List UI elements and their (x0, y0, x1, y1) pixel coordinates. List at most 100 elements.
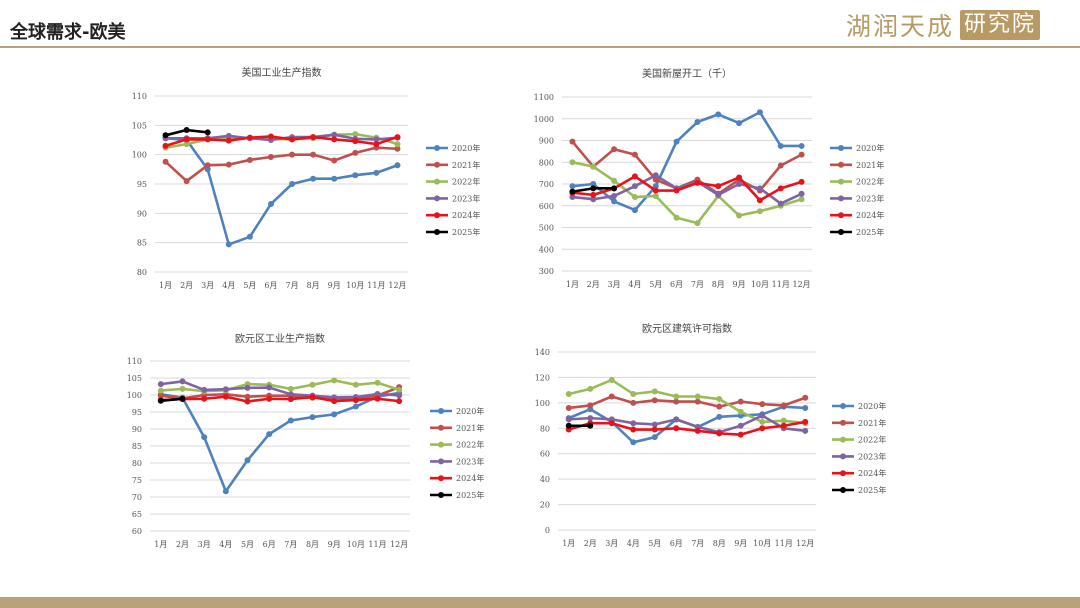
data-point (631, 207, 638, 214)
x-tick-label: 7月 (691, 280, 704, 289)
data-point (569, 194, 576, 201)
x-tick-label: 8月 (307, 281, 320, 290)
data-point (204, 129, 211, 136)
legend-swatch-marker (434, 145, 440, 151)
data-point (737, 408, 744, 415)
data-point (652, 192, 659, 199)
data-point (352, 381, 359, 388)
x-tick-label: 9月 (734, 539, 747, 548)
data-point (287, 396, 294, 403)
data-point (756, 109, 763, 116)
legend-item: 2025年 (830, 227, 884, 237)
x-tick-label: 6月 (264, 281, 277, 290)
data-point (611, 185, 618, 192)
legend-swatch-marker (838, 212, 844, 219)
data-point (630, 426, 637, 433)
chart-title: 美国工业生产指数 (242, 66, 322, 79)
data-point (673, 138, 680, 145)
data-point (737, 422, 744, 429)
footer-bar (0, 597, 1080, 608)
data-point (331, 157, 338, 164)
data-point (736, 120, 743, 127)
data-point (246, 156, 253, 163)
data-point (611, 146, 618, 153)
x-tick-label: 11月 (367, 281, 385, 290)
data-point (183, 178, 190, 185)
x-tick-label: 12月 (796, 539, 814, 548)
legend-item: 2020年 (832, 401, 886, 411)
data-point (222, 393, 229, 400)
data-point (244, 384, 251, 391)
x-tick-label: 5月 (648, 539, 661, 548)
data-point (183, 141, 190, 148)
series-line (568, 414, 806, 434)
data-point (352, 138, 359, 145)
data-point (287, 385, 294, 392)
legend-item: 2023年 (830, 193, 884, 203)
legend-label: 2025年 (452, 227, 480, 237)
data-point (802, 394, 809, 401)
x-tick-label: 4月 (628, 280, 641, 289)
data-point (157, 381, 164, 388)
y-tick-label: 60 (540, 450, 550, 459)
y-tick-label: 110 (132, 92, 147, 101)
x-tick-label: 3月 (608, 280, 621, 289)
y-tick-label: 700 (539, 180, 554, 189)
data-point (631, 151, 638, 158)
data-point (716, 403, 723, 410)
data-point (715, 183, 722, 190)
data-point (673, 187, 680, 194)
x-tick-label: 11月 (772, 280, 790, 289)
data-point (201, 386, 208, 393)
data-point (246, 233, 253, 240)
legend-item: 2021年 (430, 423, 484, 433)
legend-label: 2022年 (456, 440, 484, 450)
legend-label: 2023年 (456, 456, 484, 466)
y-tick-label: 95 (132, 408, 142, 417)
x-tick-label: 5月 (243, 281, 256, 290)
x-tick-label: 12月 (390, 540, 408, 549)
data-point (652, 187, 659, 194)
data-point (374, 395, 381, 402)
data-point (694, 119, 701, 126)
data-point (694, 393, 701, 400)
data-point (396, 398, 403, 405)
y-tick-label: 110 (127, 357, 142, 366)
legend-swatch-marker (840, 403, 846, 409)
data-point (777, 142, 784, 149)
y-tick-label: 400 (539, 245, 554, 254)
legend-label: 2023年 (452, 193, 480, 203)
data-point (651, 421, 658, 428)
x-tick-label: 11月 (775, 539, 793, 548)
data-point (266, 395, 273, 402)
data-point (590, 181, 597, 187)
series-line (165, 136, 398, 246)
data-point (611, 198, 618, 205)
data-point (759, 418, 766, 425)
data-point (652, 176, 659, 183)
legend-item: 2025年 (430, 490, 484, 500)
x-tick-label: 10月 (347, 540, 365, 549)
data-point (352, 397, 359, 404)
legend-item: 2024年 (426, 210, 480, 220)
data-point (394, 141, 401, 148)
data-point (157, 392, 164, 399)
data-point (716, 396, 723, 403)
legend-label: 2022年 (858, 435, 886, 445)
data-point (244, 393, 251, 400)
legend-swatch-marker (434, 229, 440, 235)
legend-label: 2023年 (856, 193, 884, 203)
x-tick-label: 1月 (566, 280, 579, 289)
data-point (183, 127, 190, 134)
data-point (331, 136, 338, 143)
legend-item: 2022年 (832, 435, 886, 445)
data-point (780, 417, 787, 424)
x-tick-label: 7月 (284, 540, 297, 549)
legend-item: 2021年 (830, 160, 884, 170)
data-point (309, 381, 316, 388)
legend-item: 2024年 (830, 210, 884, 220)
legend-label: 2025年 (856, 227, 884, 237)
data-point (331, 175, 338, 182)
legend-label: 2021年 (856, 160, 884, 170)
